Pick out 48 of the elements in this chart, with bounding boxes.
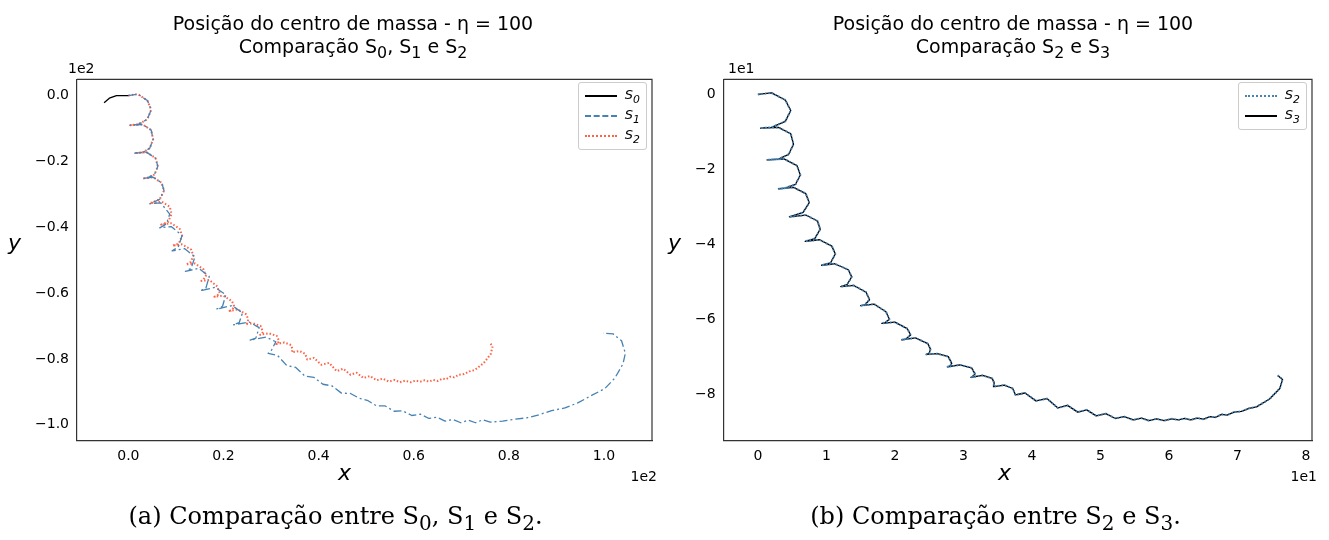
y-tick-label: −1.0 [35, 415, 69, 432]
x-tick-label: 0.4 [307, 447, 330, 464]
legend-label: S$_{1}$ [624, 106, 640, 126]
y-tick-label: 0 [706, 85, 716, 102]
line-series [127, 93, 494, 384]
x-tick-label: 4 [1027, 447, 1037, 464]
legend-label: S$_{3}$ [1284, 106, 1300, 126]
text: 1e1 [728, 60, 755, 76]
y-tick-label: −8 [695, 384, 716, 401]
y-tick-label: −0.2 [35, 152, 69, 169]
text: (a) Comparação entre S$_{0}$, S$_{1}$ e S$_{2}$. [127, 502, 544, 535]
x-tick-label: 8 [1301, 447, 1311, 464]
text: 1e1 [1290, 468, 1317, 484]
x-tick-label: 0.2 [212, 447, 235, 464]
x-axis-title: x [338, 460, 352, 485]
x-tick-label: 0 [753, 447, 763, 464]
y-tick-label: −6 [695, 309, 716, 326]
x-axis-title: x [998, 460, 1012, 485]
x-tick-label: 2 [890, 447, 900, 464]
line-series [127, 93, 627, 424]
x-tick-label: 3 [958, 447, 968, 464]
chart-subtitle: Comparação S$_{0}$, S$_{1}$ e S$_{2}$ [238, 35, 468, 62]
chart-title: Posição do centro de massa - η = 100 [171, 12, 535, 35]
text: 1e2 [68, 60, 95, 76]
legend-label: S$_{2}$ [1284, 86, 1300, 106]
text: (b) Comparação entre S$_{2}$ e S$_{3}$. [809, 502, 1182, 535]
y-tick-label: −4 [695, 234, 716, 251]
y-tick-label: −0.8 [35, 349, 69, 366]
y-tick-label: −0.6 [35, 283, 70, 300]
x-tick-label: 0.0 [117, 447, 140, 464]
legend-label: S$_{0}$ [624, 86, 640, 106]
x-tick-label: 1.0 [592, 447, 616, 464]
y-tick-label: 0.0 [46, 86, 69, 103]
x-tick-label: 7 [1232, 447, 1242, 464]
x-tick-label: 5 [1095, 447, 1105, 464]
y-tick-label: −2 [695, 159, 716, 176]
y-tick-label: −0.4 [35, 217, 70, 234]
x-tick-label: 6 [1164, 447, 1174, 464]
x-tick-label: 0.8 [497, 447, 520, 464]
text: 1e2 [630, 468, 657, 484]
y-axis-title: y [668, 230, 682, 255]
line-series [756, 91, 1284, 422]
chart-subtitle: Comparação S$_{2}$ e S$_{3}$ [915, 35, 1111, 62]
chart-title: Posição do centro de massa - η = 100 [831, 12, 1195, 35]
x-tick-label: 1 [821, 447, 831, 464]
x-tick-label: 0.6 [402, 447, 425, 464]
legend-label: S$_{2}$ [624, 126, 640, 146]
y-axis-title: y [8, 230, 22, 255]
